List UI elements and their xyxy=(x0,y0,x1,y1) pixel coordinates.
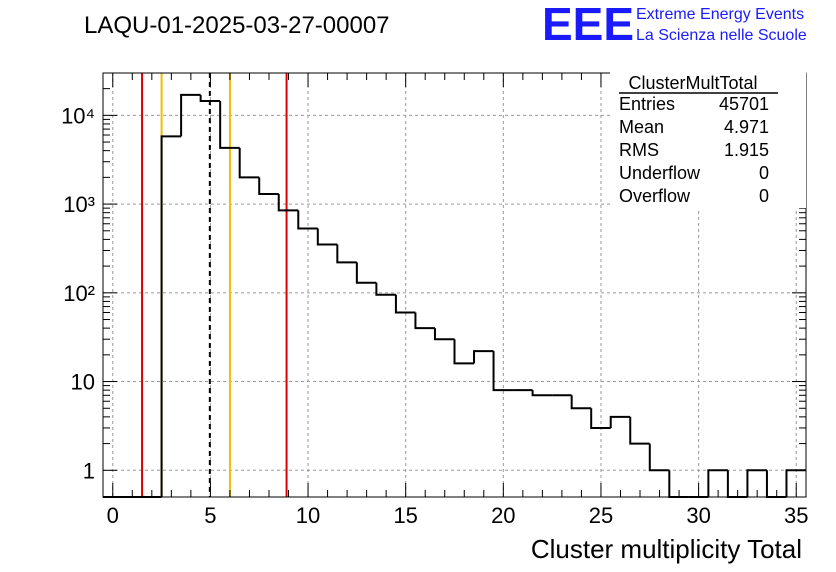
histogram-bar xyxy=(433,328,455,341)
stats-value-overflow: 0 xyxy=(759,186,769,206)
stats-value-rms: 1.915 xyxy=(724,140,769,160)
histogram-bar xyxy=(375,282,396,296)
histogram-bar xyxy=(219,101,240,149)
histogram-bar xyxy=(277,193,299,212)
y-tick-label: 10³ xyxy=(63,192,95,217)
x-tick-label: 0 xyxy=(107,503,119,528)
y-tick-label: 10⁴ xyxy=(61,103,95,128)
histogram-bar xyxy=(180,93,201,137)
histogram-bar xyxy=(394,294,416,314)
stats-title: ClusterMultTotal xyxy=(628,73,757,93)
histogram-bar xyxy=(609,415,631,428)
x-tick-label: 15 xyxy=(393,503,417,528)
histogram-bar xyxy=(238,147,260,179)
y-tick-label: 1 xyxy=(83,458,95,483)
eee-logo: EEE Extreme Energy Events La Scienza nel… xyxy=(542,0,807,50)
histogram-bar xyxy=(570,395,592,410)
x-tick-label: 10 xyxy=(296,503,320,528)
chart-title: LAQU-01-2025-03-27-00007 xyxy=(84,12,390,39)
y-tick-label: 10² xyxy=(63,281,95,306)
histogram-bar xyxy=(297,210,318,230)
stats-value-mean: 4.971 xyxy=(724,117,769,137)
histogram-bar xyxy=(453,339,475,365)
stats-label-overflow: Overflow xyxy=(619,186,691,206)
stats-label-mean: Mean xyxy=(619,117,664,137)
histogram-bar xyxy=(492,351,514,392)
y-tick-label: 10 xyxy=(71,370,95,395)
histogram-bar xyxy=(746,469,767,497)
histogram-bar xyxy=(160,135,182,497)
axes: 0 5 10 15 20 25 30 35 1 10 10² 10³ 10⁴ xyxy=(61,72,808,528)
stats-value-entries: 45701 xyxy=(719,94,769,114)
histogram-bar xyxy=(414,312,435,330)
histogram-bar xyxy=(707,469,728,497)
x-tick-label: 30 xyxy=(686,503,710,528)
x-tick-label: 20 xyxy=(491,503,515,528)
stats-label-rms: RMS xyxy=(619,140,659,160)
x-axis-title: Cluster multiplicity Total xyxy=(531,534,802,564)
x-tick-label: 25 xyxy=(589,503,613,528)
histogram-bar xyxy=(316,228,338,246)
stats-label-underflow: Underflow xyxy=(619,163,701,183)
logo-line-1: Extreme Energy Events xyxy=(636,6,804,23)
histogram-bar xyxy=(258,177,279,195)
histogram-bar xyxy=(355,262,377,284)
histogram-bar xyxy=(199,94,221,103)
histogram-bar xyxy=(531,390,553,397)
logo-mark: EEE xyxy=(542,0,634,50)
plot-frame xyxy=(102,72,807,498)
histogram-bar xyxy=(648,443,670,472)
stats-box-background xyxy=(610,72,806,208)
histogram-bar xyxy=(629,416,650,445)
histogram-bar xyxy=(590,408,611,429)
stats-value-underflow: 0 xyxy=(759,163,769,183)
stats-box: ClusterMultTotal Entries 45701 Mean 4.97… xyxy=(610,72,806,208)
logo-line-2: La Scienza nelle Scuole xyxy=(636,27,807,44)
x-tick-label: 5 xyxy=(204,503,216,528)
histogram-bar xyxy=(336,244,357,264)
stats-label-entries: Entries xyxy=(619,94,675,114)
x-tick-label: 35 xyxy=(784,503,808,528)
histogram-bar xyxy=(473,350,494,364)
